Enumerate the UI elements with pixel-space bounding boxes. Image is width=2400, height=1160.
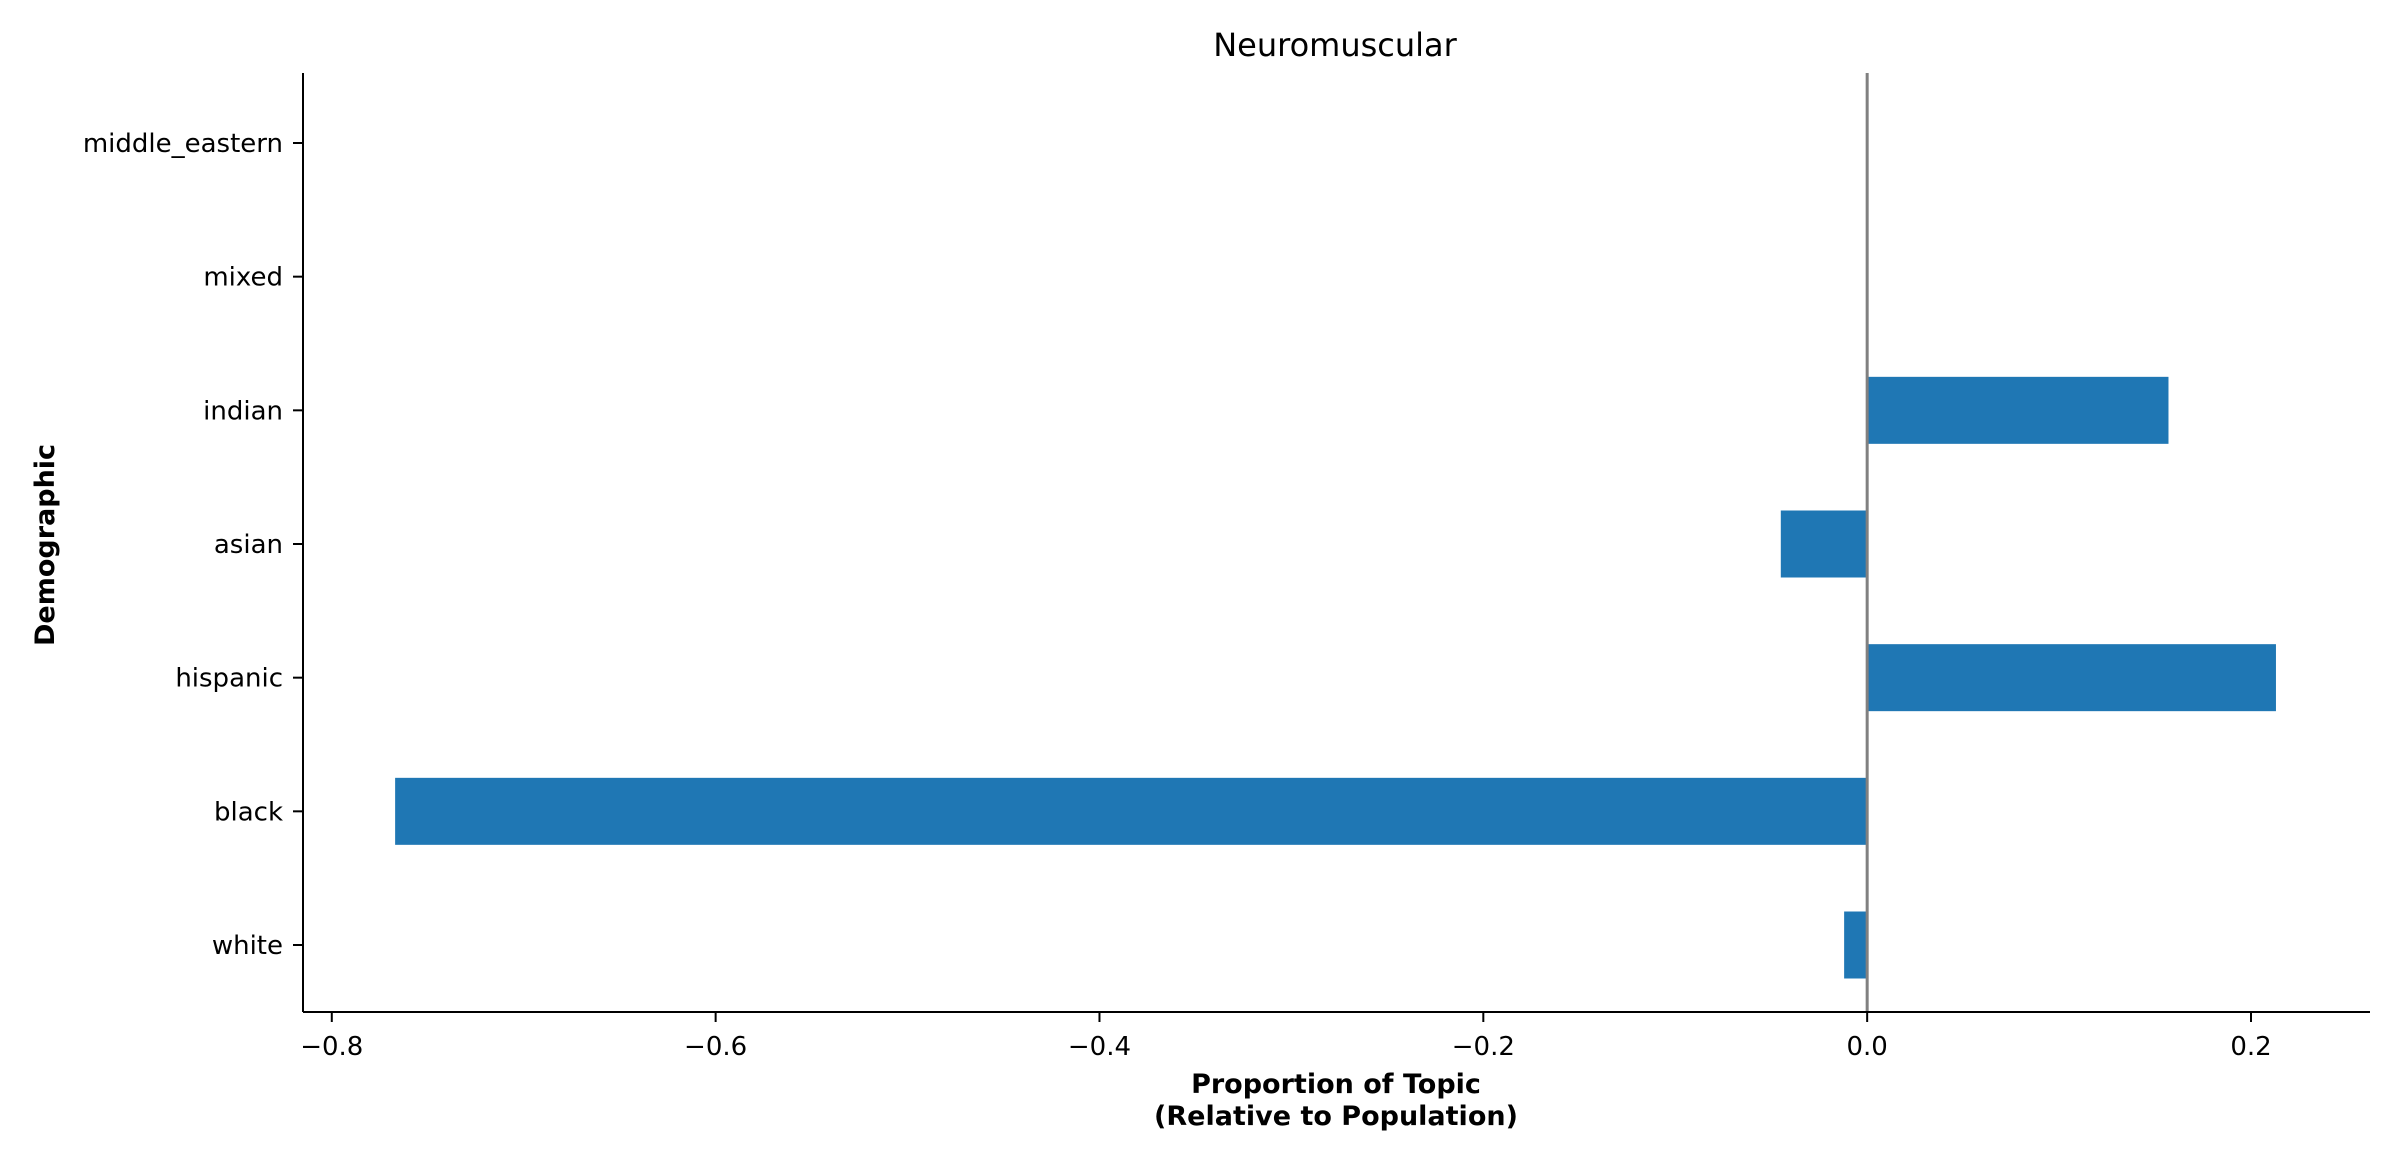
y-tick-label: mixed (203, 263, 283, 293)
x-tick-label: −0.8 (300, 1032, 363, 1062)
x-tick-label: 0.2 (2230, 1032, 2271, 1062)
y-tick-label: asian (214, 530, 283, 560)
bar-asian (1780, 510, 1868, 578)
x-axis-label-line2: (Relative to Population) (1154, 1101, 1518, 1132)
bar-white (1844, 911, 1868, 979)
bar-indian (1867, 376, 2169, 444)
bar-black (395, 777, 1868, 845)
y-tick-label: hispanic (175, 664, 283, 694)
bars-group (395, 376, 2276, 979)
y-tick-label: black (214, 797, 283, 827)
chart-title: Neuromuscular (1213, 26, 1457, 64)
x-axis-label-line1: Proportion of Topic (1191, 1069, 1481, 1100)
x-tick-label: −0.6 (684, 1032, 747, 1062)
bar-hispanic (1867, 644, 2276, 712)
y-tick-label: middle_eastern (83, 129, 283, 159)
y-tick-label: white (212, 931, 283, 961)
x-tick-label: 0.0 (1846, 1032, 1887, 1062)
y-ticks-group: white black hispanic asian indian mixed middle… (83, 129, 303, 961)
x-tick-label: −0.2 (1452, 1032, 1515, 1062)
y-tick-label: indian (203, 396, 283, 426)
y-axis-label: Demographic (30, 444, 61, 646)
x-tick-label: −0.4 (1068, 1032, 1131, 1062)
x-ticks-group: −0.8 −0.6 −0.4 −0.2 0.0 0.2 (300, 1012, 2272, 1062)
